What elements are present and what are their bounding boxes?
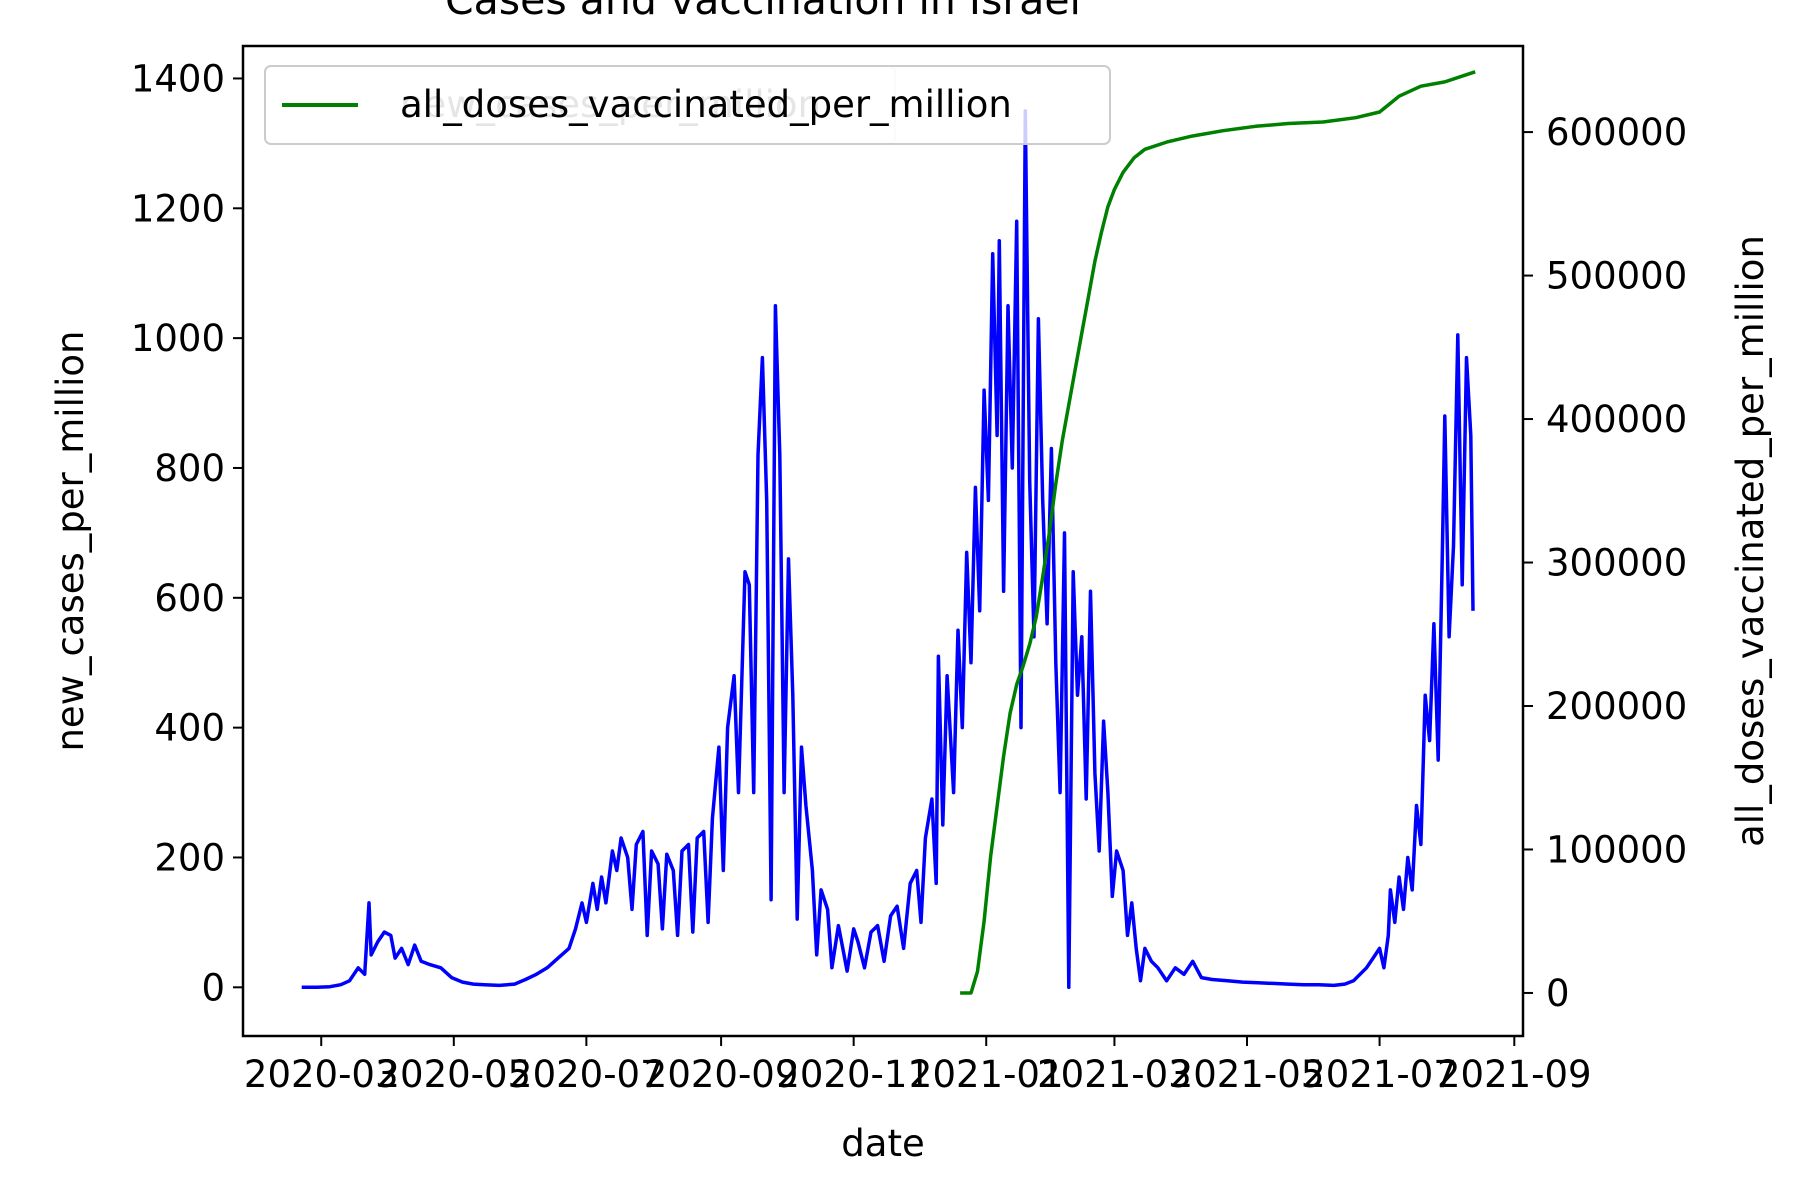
y-right-tick-label: 400000: [1546, 398, 1687, 441]
y-right-tick-label: 300000: [1546, 542, 1687, 585]
legend-label-vaccinated: all_doses_vaccinated_per_million: [400, 83, 1012, 126]
y-left-tick-label: 1400: [131, 57, 225, 100]
y-axis-right: 0 100000 200000 300000 400000 500000 600000: [1523, 111, 1687, 1015]
y-right-tick-label: 600000: [1546, 111, 1687, 154]
x-tick-label: 2021-07: [1302, 1053, 1457, 1096]
plot-lines: [301, 70, 1476, 995]
legend-box-vaccinated: [264, 65, 1111, 145]
y-right-tick-label: 500000: [1546, 255, 1687, 298]
y-axis-right-label: all_doses_vaccinated_per_million: [1729, 235, 1772, 847]
x-tick-label: 2020-05: [376, 1053, 531, 1096]
y-left-tick-label: 1000: [131, 317, 225, 360]
x-tick-label: 2021-01: [909, 1053, 1064, 1096]
y-left-tick-label: 0: [201, 966, 225, 1009]
plot-frame: [241, 44, 1525, 1038]
x-tick-label: 2020-07: [509, 1053, 664, 1096]
series-line-vaccinated: [960, 70, 1476, 995]
x-axis: 2020-032020-052020-072020-092020-112021-…: [244, 1036, 1592, 1096]
y-right-tick-label: 200000: [1546, 685, 1687, 728]
chart-title: Cases and vaccination in Israel: [445, 0, 1081, 24]
x-tick-label: 2021-05: [1170, 1053, 1325, 1096]
series-line-new-cases: [301, 109, 1475, 990]
y-left-tick-label: 1200: [131, 187, 225, 230]
y-left-tick-label: 600: [154, 577, 225, 620]
x-tick-label: 2021-09: [1437, 1053, 1592, 1096]
y-axis-left: 0 200 400 600 800 1000 1200 1400: [131, 57, 243, 1009]
y-right-tick-label: 0: [1546, 972, 1570, 1015]
x-tick-label: 2020-09: [644, 1053, 799, 1096]
x-axis-label: date: [841, 1122, 924, 1165]
x-tick-label: 2020-11: [776, 1053, 931, 1096]
y-left-tick-label: 200: [154, 836, 225, 879]
y-left-tick-label: 800: [154, 447, 225, 490]
y-right-tick-label: 100000: [1546, 828, 1687, 871]
x-tick-label: 2020-03: [244, 1053, 399, 1096]
y-axis-left-label: new_cases_per_million: [49, 330, 92, 751]
y-left-tick-label: 400: [154, 707, 225, 750]
x-tick-label: 2021-03: [1037, 1053, 1192, 1096]
legend-vaccinated: all_doses_vaccinated_per_million: [264, 65, 1111, 145]
